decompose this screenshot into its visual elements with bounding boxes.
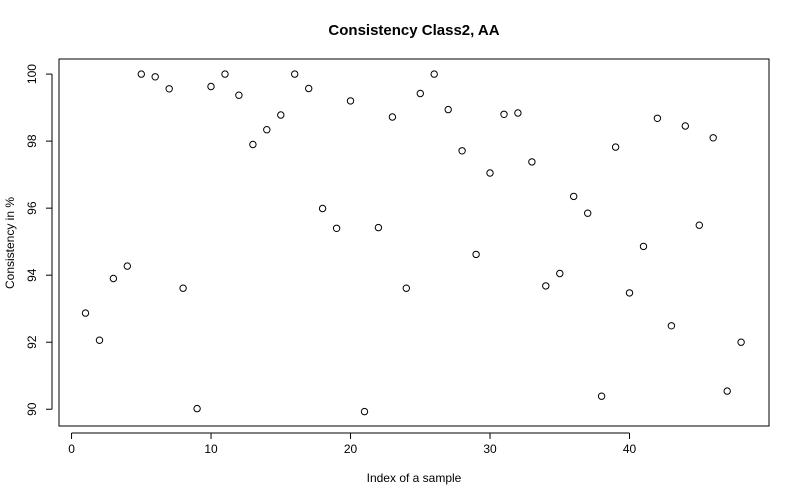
- y-tick-label: 92: [25, 335, 39, 349]
- data-point: [500, 110, 508, 119]
- data-point: [207, 82, 215, 91]
- plot-frame: [58, 58, 770, 427]
- data-point: [305, 84, 313, 93]
- y-tick-label: 100: [25, 64, 39, 84]
- x-tick-label: 20: [344, 442, 358, 456]
- data-point: [109, 274, 118, 283]
- data-point: [472, 250, 480, 259]
- data-point: [318, 204, 327, 213]
- y-tick-label: 98: [25, 134, 39, 148]
- data-point: [291, 70, 299, 78]
- data-point: [165, 85, 173, 93]
- data-point: [709, 134, 717, 142]
- x-tick-label: 0: [68, 442, 75, 456]
- data-point: [570, 192, 578, 201]
- data-point: [681, 122, 689, 130]
- data-point: [81, 309, 90, 317]
- x-axis: 0 10 20 30 40: [68, 432, 637, 456]
- data-point: [235, 91, 243, 99]
- data-point: [723, 387, 731, 395]
- data-point: [556, 269, 564, 278]
- data-point: [667, 322, 676, 330]
- data-point: [151, 73, 159, 81]
- data-point: [514, 109, 522, 117]
- data-point: [653, 114, 662, 123]
- data-point: [611, 143, 620, 151]
- y-tick-label: 94: [25, 268, 39, 282]
- data-point: [444, 105, 452, 114]
- x-tick-label: 30: [483, 442, 497, 456]
- data-point: [123, 262, 132, 270]
- data-point: [528, 158, 536, 166]
- data-point: [277, 111, 285, 119]
- data-point: [374, 223, 383, 232]
- x-axis-label: Index of a sample: [367, 471, 462, 485]
- data-points: [81, 70, 745, 416]
- data-point: [249, 140, 257, 149]
- data-point: [458, 147, 466, 155]
- data-point: [625, 289, 634, 297]
- data-point: [360, 407, 369, 416]
- x-tick-label: 40: [623, 442, 637, 456]
- data-point: [542, 282, 550, 290]
- y-axis: 90 92 94 96 98 100: [25, 64, 53, 416]
- data-point: [179, 284, 187, 292]
- y-tick-label: 96: [25, 201, 39, 215]
- data-point: [388, 113, 397, 121]
- data-point: [639, 242, 648, 251]
- data-point: [430, 70, 438, 78]
- x-tick-label: 10: [204, 442, 218, 456]
- data-point: [263, 126, 271, 134]
- data-point: [137, 70, 146, 78]
- data-point: [737, 338, 745, 346]
- data-point: [95, 336, 104, 344]
- data-point: [584, 209, 592, 217]
- data-point: [416, 89, 424, 98]
- y-axis-label: Consistency in %: [3, 197, 17, 289]
- data-point: [221, 70, 229, 78]
- y-tick-label: 90: [25, 402, 39, 416]
- data-point: [486, 169, 494, 177]
- data-point: [695, 221, 703, 229]
- data-point: [193, 404, 201, 413]
- chart-title: Consistency Class2, AA: [328, 22, 499, 39]
- data-point: [402, 284, 410, 292]
- data-point: [597, 392, 606, 400]
- data-point: [346, 97, 355, 105]
- data-point: [332, 224, 341, 233]
